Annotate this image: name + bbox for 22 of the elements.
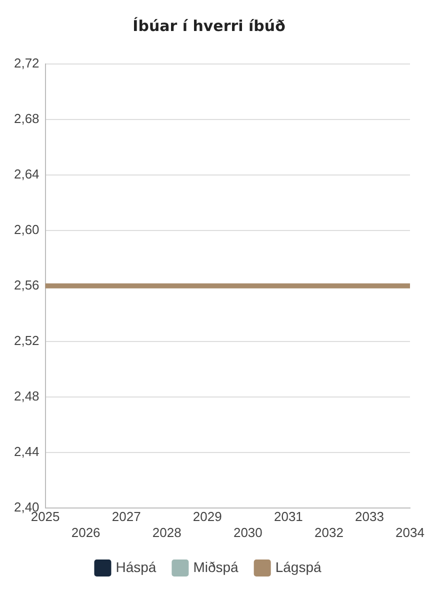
y-tick-label: 2,48 bbox=[14, 388, 40, 404]
x-tick-label: 2029 bbox=[192, 509, 222, 524]
x-tick-label: 2028 bbox=[152, 524, 182, 540]
legend-label: Lágspá bbox=[275, 558, 322, 575]
y-tick-label: 2,44 bbox=[14, 444, 40, 459]
x-tick-label: 2034 bbox=[396, 524, 424, 540]
legend-label: Háspá bbox=[116, 558, 156, 575]
y-tick-label: 2,60 bbox=[14, 222, 40, 238]
x-tick-label: 2032 bbox=[314, 524, 344, 540]
x-tick-label: 2027 bbox=[112, 509, 141, 524]
y-tick-label: 2,56 bbox=[14, 277, 40, 292]
y-tick-label: 2,40 bbox=[14, 499, 40, 514]
x-tick-label: 2030 bbox=[233, 524, 262, 540]
y-tick-label: 2,72 bbox=[14, 56, 40, 71]
legend-label: Miðspá bbox=[193, 558, 239, 575]
chart-title: Íbúar í hverri íbúð bbox=[132, 16, 286, 35]
y-tick-label: 2,52 bbox=[14, 332, 40, 348]
x-tick-label: 2031 bbox=[274, 509, 303, 524]
y-tick-label: 2,64 bbox=[14, 166, 40, 182]
x-tick-label: 2033 bbox=[355, 509, 384, 524]
y-tick-label: 2,68 bbox=[14, 111, 40, 126]
x-tick-label: 2026 bbox=[71, 524, 100, 540]
